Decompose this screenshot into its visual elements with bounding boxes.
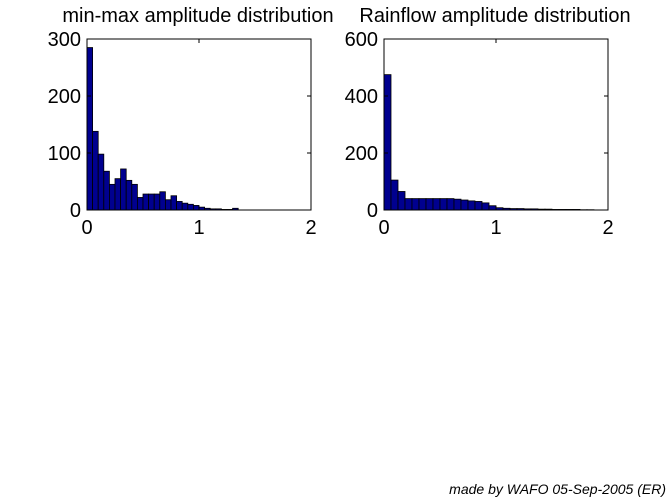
histogram-bar [460, 199, 469, 211]
histogram-bar [164, 199, 172, 211]
histogram-bar [383, 74, 392, 211]
histogram-bar [136, 197, 144, 211]
y-tick-label: 0 [367, 200, 378, 222]
histogram-bar [176, 201, 183, 211]
histogram-bar [432, 198, 441, 211]
histogram-bar [170, 195, 177, 211]
histogram-bar [159, 191, 166, 211]
x-tick-label: 0 [81, 217, 92, 239]
y-tick-label: 0 [70, 200, 81, 222]
histogram-bar [153, 193, 161, 211]
histogram-bar [397, 191, 406, 211]
histogram-bar [97, 153, 105, 211]
x-tick-label: 2 [305, 217, 316, 239]
rainflow-histogram-axes: Rainflow amplitude distribution 0 1 2 0 200… [345, 5, 631, 239]
histogram-bar [181, 202, 189, 211]
histogram-bar [131, 183, 138, 211]
histogram-bar [187, 203, 194, 211]
histogram-bar [418, 198, 427, 211]
histogram-bar [481, 202, 490, 211]
histogram-bar [142, 193, 149, 211]
x-tick-label: 1 [490, 217, 501, 239]
histogram-bar [474, 201, 483, 211]
minmax-histogram-axes: min-max amplitude distribution 0 1 2 0 100 2… [48, 5, 334, 239]
histogram-bar [103, 170, 110, 211]
y-tick-label: 600 [345, 29, 378, 51]
chart-title: min-max amplitude distribution [62, 5, 333, 27]
histogram-bar [109, 183, 116, 211]
histogram-bar [148, 193, 155, 211]
chart-title: Rainflow amplitude distribution [359, 5, 630, 27]
histogram-bar [92, 130, 99, 211]
histogram-bar [488, 205, 497, 211]
histogram-bar [446, 198, 455, 211]
histogram-bar [125, 179, 133, 211]
histogram-bar [192, 205, 200, 211]
histogram-bar [467, 200, 476, 211]
y-tick-label: 200 [345, 143, 378, 165]
histogram-bar [86, 47, 93, 211]
x-axis: 0 1 2 [378, 39, 614, 239]
bars-group [86, 47, 239, 211]
histogram-bar [425, 198, 434, 211]
footer-credit: made by WAFO 05-Sep-2005 (ER) [449, 481, 666, 497]
histogram-bar [390, 179, 399, 211]
x-tick-label: 2 [602, 217, 613, 239]
histogram-bar [453, 198, 462, 211]
y-tick-label: 200 [48, 86, 81, 108]
y-tick-label: 400 [345, 86, 378, 108]
x-tick-label: 1 [193, 217, 204, 239]
y-tick-label: 100 [48, 143, 81, 165]
y-tick-label: 300 [48, 29, 81, 51]
y-axis: 0 100 200 300 [48, 29, 311, 222]
histogram-bar [439, 198, 448, 211]
histogram-bar [411, 198, 420, 211]
y-axis: 0 200 400 600 [345, 29, 608, 222]
x-axis: 0 1 2 [81, 39, 317, 239]
histogram-bar [120, 168, 127, 211]
histogram-bar [404, 198, 413, 211]
histogram-bar [114, 178, 121, 211]
x-tick-label: 0 [378, 217, 389, 239]
